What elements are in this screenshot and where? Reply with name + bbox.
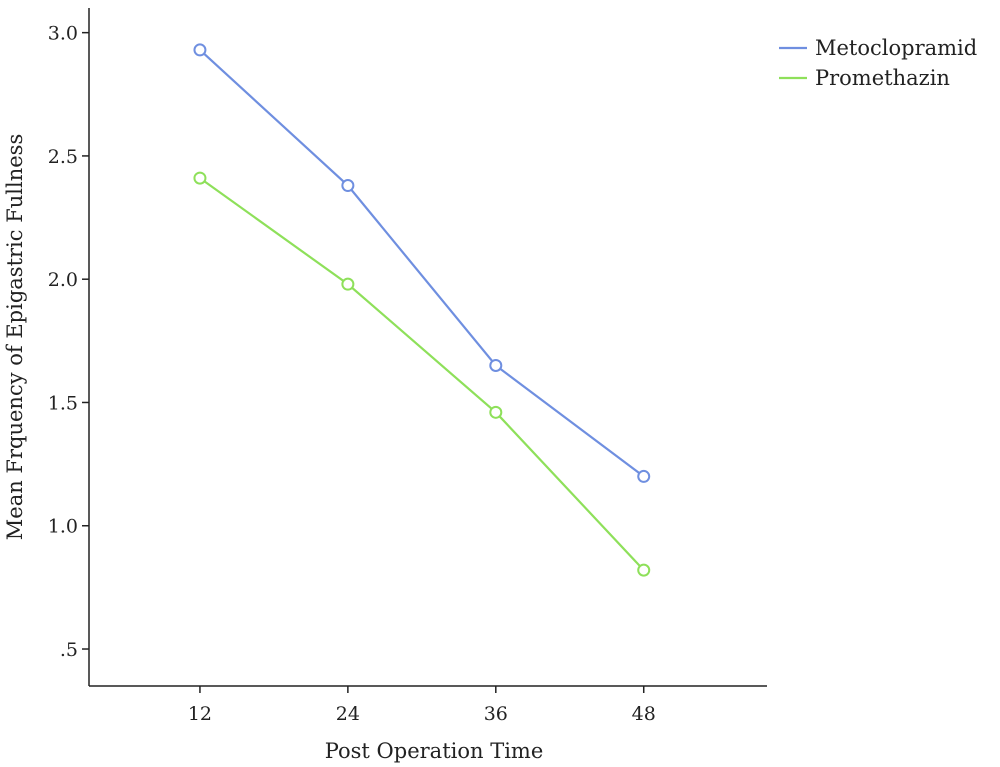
legend: Metoclopramid Promethazin	[779, 36, 977, 90]
series-line-promethazin	[199, 177, 645, 571]
series-group	[193, 43, 651, 577]
data-point-promethazin	[489, 405, 503, 419]
x-axis-title: Post Operation Time	[325, 739, 544, 763]
x-tick-label: 24	[336, 703, 360, 725]
data-point-promethazin	[341, 277, 355, 291]
y-tick-label: 2.5	[48, 146, 78, 168]
y-tick-label: 1.5	[48, 392, 78, 414]
x-ticks: 12 24 36 48	[188, 686, 656, 725]
y-tick-label: 3.0	[48, 23, 78, 45]
data-point-metoclopramid	[193, 43, 207, 57]
y-tick-label: 1.0	[48, 516, 78, 538]
x-tick-label: 48	[632, 703, 656, 725]
data-point-metoclopramid	[341, 179, 355, 193]
y-tick-label: .5	[60, 639, 78, 661]
y-tick-label: 2.0	[48, 269, 78, 291]
data-point-metoclopramid	[489, 358, 503, 372]
x-tick-label: 36	[484, 703, 508, 725]
legend-label-promethazin: Promethazin	[815, 66, 950, 90]
data-point-promethazin	[637, 563, 651, 577]
y-ticks: .5 1.0 1.5 2.0 2.5 3.0	[48, 23, 89, 661]
series-line-metoclopramid	[199, 49, 645, 478]
data-point-metoclopramid	[637, 469, 651, 483]
y-axis-title: Mean Frquency of Epigastric Fullness	[3, 134, 27, 540]
x-tick-label: 12	[188, 703, 212, 725]
data-point-promethazin	[193, 171, 207, 185]
axes	[88, 8, 767, 687]
legend-label-metoclopramid: Metoclopramid	[815, 36, 977, 60]
